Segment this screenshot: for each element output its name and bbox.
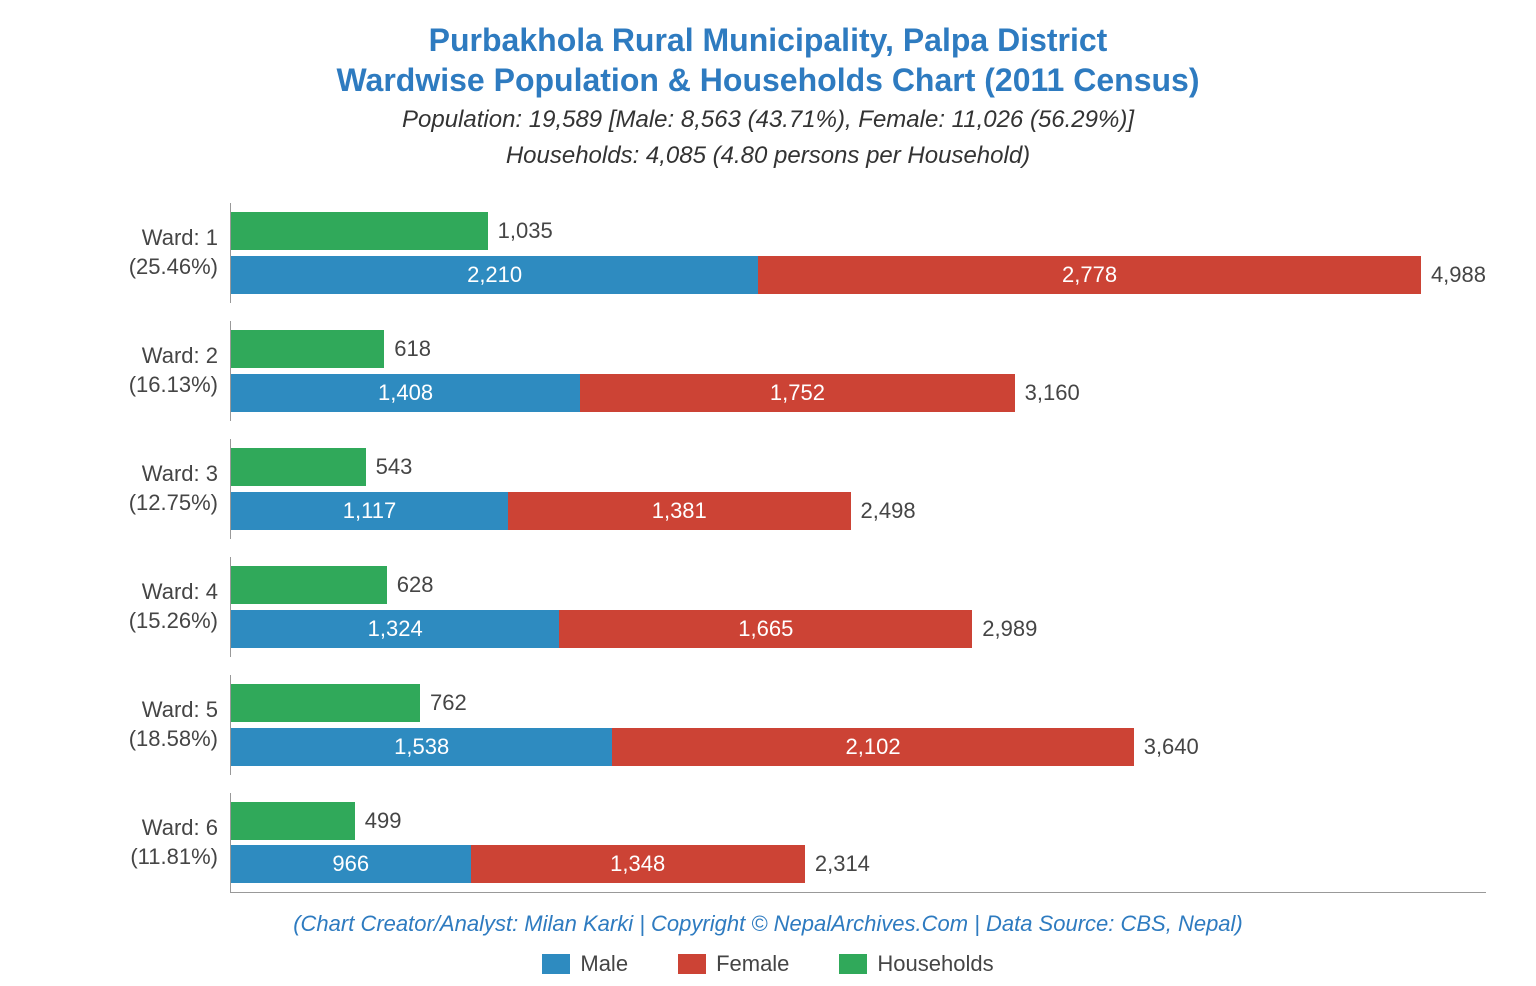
ward-pct: (16.13%) xyxy=(129,372,218,397)
ward-name: Ward: 4 xyxy=(142,579,218,604)
ward-label: Ward: 1 (25.46%) xyxy=(50,224,230,281)
ward-name: Ward: 6 xyxy=(142,815,218,840)
population-bar-line: 1,1171,381 2,498 xyxy=(231,492,1486,530)
households-value: 762 xyxy=(430,690,467,716)
households-value: 499 xyxy=(365,808,402,834)
subtitle-line-1: Population: 19,589 [Male: 8,563 (43.71%)… xyxy=(50,104,1486,136)
ward-name: Ward: 3 xyxy=(142,461,218,486)
ward-pct: (25.46%) xyxy=(129,254,218,279)
title-line-2: Wardwise Population & Households Chart (… xyxy=(50,60,1486,100)
total-value: 3,640 xyxy=(1144,734,1199,760)
population-bar-line: 2,2102,778 4,988 xyxy=(231,256,1486,294)
ward-row: Ward: 4 (15.26%) 628 1,3241,665 2,989 xyxy=(50,557,1486,657)
legend-label: Male xyxy=(580,951,628,977)
legend-label: Households xyxy=(877,951,993,977)
ward-bars: 628 1,3241,665 2,989 xyxy=(230,557,1486,657)
households-bar xyxy=(231,212,488,250)
population-bar-line: 9661,348 2,314 xyxy=(231,845,1486,883)
ward-label: Ward: 6 (11.81%) xyxy=(50,814,230,871)
legend-swatch xyxy=(678,954,706,974)
ward-bars: 762 1,5382,102 3,640 xyxy=(230,675,1486,775)
ward-name: Ward: 5 xyxy=(142,697,218,722)
population-bar-line: 1,4081,752 3,160 xyxy=(231,374,1486,412)
ward-pct: (12.75%) xyxy=(129,490,218,515)
ward-bars: 499 9661,348 2,314 xyxy=(230,793,1486,893)
ward-bars: 618 1,4081,752 3,160 xyxy=(230,321,1486,421)
population-bar-line: 1,5382,102 3,640 xyxy=(231,728,1486,766)
legend-item: Female xyxy=(678,951,789,977)
total-value: 2,314 xyxy=(815,851,870,877)
total-value: 4,988 xyxy=(1431,262,1486,288)
total-value: 2,989 xyxy=(982,616,1037,642)
ward-bars: 543 1,1171,381 2,498 xyxy=(230,439,1486,539)
legend-swatch xyxy=(542,954,570,974)
male-bar: 1,324 xyxy=(231,610,559,648)
ward-row: Ward: 6 (11.81%) 499 9661,348 2,314 xyxy=(50,793,1486,893)
ward-pct: (18.58%) xyxy=(129,726,218,751)
female-bar: 2,778 xyxy=(758,256,1421,294)
legend-item: Households xyxy=(839,951,993,977)
households-bar xyxy=(231,566,387,604)
ward-name: Ward: 2 xyxy=(142,343,218,368)
ward-pct: (15.26%) xyxy=(129,608,218,633)
male-bar: 1,408 xyxy=(231,374,580,412)
households-bar-line: 499 xyxy=(231,802,1486,840)
female-bar: 1,752 xyxy=(580,374,1014,412)
households-bar xyxy=(231,684,420,722)
female-bar: 2,102 xyxy=(612,728,1133,766)
wardwise-chart: Ward: 1(25.46%)1,0352,2102,7784,988Ward:… xyxy=(50,203,1486,893)
total-value: 3,160 xyxy=(1025,380,1080,406)
households-bar-line: 762 xyxy=(231,684,1486,722)
credit-line: (Chart Creator/Analyst: Milan Karki | Co… xyxy=(50,911,1486,937)
ward-row: Ward: 3 (12.75%) 543 1,1171,381 2,498 xyxy=(50,439,1486,539)
households-bar xyxy=(231,802,355,840)
legend-label: Female xyxy=(716,951,789,977)
legend-item: Male xyxy=(542,951,628,977)
male-bar: 966 xyxy=(231,845,471,883)
ward-row: Ward: 5 (18.58%) 762 1,5382,102 3,640 xyxy=(50,675,1486,775)
male-bar: 1,538 xyxy=(231,728,612,766)
ward-label: Ward: 3 (12.75%) xyxy=(50,460,230,517)
female-bar: 1,665 xyxy=(559,610,972,648)
ward-label: Ward: 5 (18.58%) xyxy=(50,696,230,753)
total-value: 2,498 xyxy=(861,498,916,524)
ward-bars: 1,035 2,2102,778 4,988 xyxy=(230,203,1486,303)
male-bar: 2,210 xyxy=(231,256,758,294)
ward-label: Ward: 4 (15.26%) xyxy=(50,578,230,635)
subtitle-line-2: Households: 4,085 (4.80 persons per Hous… xyxy=(50,140,1486,172)
title-block: Purbakhola Rural Municipality, Palpa Dis… xyxy=(50,20,1486,173)
households-bar-line: 1,035 xyxy=(231,212,1486,250)
households-value: 1,035 xyxy=(498,218,553,244)
ward-row: Ward: 1 (25.46%) 1,035 2,2102,778 4,988 xyxy=(50,203,1486,303)
households-bar xyxy=(231,330,384,368)
chart-legend: Male Female Households xyxy=(50,951,1486,977)
households-value: 618 xyxy=(394,336,431,362)
male-bar: 1,117 xyxy=(231,492,508,530)
households-value: 543 xyxy=(376,454,413,480)
ward-name: Ward: 1 xyxy=(142,225,218,250)
households-value: 628 xyxy=(397,572,434,598)
ward-pct: (11.81%) xyxy=(130,844,218,869)
ward-label: Ward: 2 (16.13%) xyxy=(50,342,230,399)
ward-row: Ward: 2 (16.13%) 618 1,4081,752 3,160 xyxy=(50,321,1486,421)
legend-swatch xyxy=(839,954,867,974)
households-bar xyxy=(231,448,366,486)
female-bar: 1,348 xyxy=(471,845,805,883)
female-bar: 1,381 xyxy=(508,492,850,530)
households-bar-line: 618 xyxy=(231,330,1486,368)
population-bar-line: 1,3241,665 2,989 xyxy=(231,610,1486,648)
title-line-1: Purbakhola Rural Municipality, Palpa Dis… xyxy=(50,20,1486,60)
households-bar-line: 628 xyxy=(231,566,1486,604)
households-bar-line: 543 xyxy=(231,448,1486,486)
